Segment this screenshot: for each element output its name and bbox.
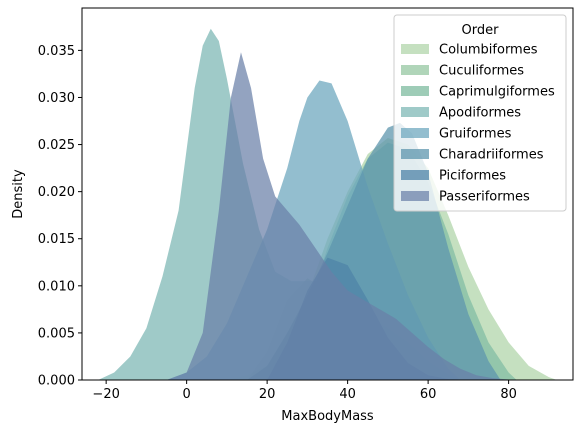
y-tick-label: 0.030 (38, 91, 75, 106)
y-tick-label: 0.005 (38, 326, 75, 341)
x-axis-ticks: −20 0 20 40 60 80 (92, 380, 517, 402)
legend-title: Order (462, 23, 500, 38)
density-area-passeriformes (166, 52, 525, 380)
x-axis-label: MaxBodyMass (281, 409, 374, 424)
legend-label-caprimulgiformes: Caprimulgiformes (439, 85, 555, 100)
legend-label-charadriiformes: Charadriiformes (439, 148, 544, 163)
legend-swatch-caprimulgiformes (401, 86, 429, 96)
x-tick-label: 60 (420, 387, 437, 402)
y-tick-label: 0.015 (38, 232, 75, 247)
legend-swatch-apodiformes (401, 107, 429, 117)
density-areas (98, 28, 557, 381)
y-tick-label: 0.020 (38, 185, 75, 200)
legend-label-passeriformes: Passeriformes (439, 190, 530, 205)
y-tick-label: 0.025 (38, 138, 75, 153)
legend-swatch-columbiformes (401, 44, 429, 54)
y-axis-label: Density (11, 169, 26, 219)
legend-box (393, 14, 567, 212)
legend-swatch-charadriiformes (401, 149, 429, 159)
legend-swatch-piciformes (401, 170, 429, 180)
density-area-apodiformes (98, 28, 461, 380)
legend: Order Columbiformes Cuculiformes Caprimulg… (393, 14, 567, 212)
x-tick-label: 20 (259, 387, 276, 402)
legend-label-apodiformes: Apodiformes (439, 106, 521, 121)
y-tick-label: 0.000 (38, 374, 75, 389)
legend-swatch-gruiformes (401, 128, 429, 138)
legend-swatch-passeriformes (401, 191, 429, 201)
plot-frame (81, 7, 574, 381)
legend-label-cuculiformes: Cuculiformes (439, 64, 524, 79)
y-axis-ticks: 0.000 0.005 0.010 0.015 0.020 0.025 0.030 0.035 (38, 44, 82, 389)
legend-items: Columbiformes Cuculiformes Caprimulgiforme… (401, 43, 555, 205)
y-tick-label: 0.035 (38, 44, 75, 59)
x-tick-label: 80 (500, 387, 517, 402)
legend-label-columbiformes: Columbiformes (439, 43, 538, 58)
legend-swatch-cuculiformes (401, 65, 429, 75)
legend-label-gruiformes: Gruiformes (439, 127, 512, 142)
x-tick-label: −20 (92, 387, 119, 402)
x-tick-label: 0 (182, 387, 190, 402)
legend-label-piciformes: Piciformes (439, 169, 506, 184)
x-tick-label: 40 (339, 387, 356, 402)
y-tick-label: 0.010 (38, 279, 75, 294)
